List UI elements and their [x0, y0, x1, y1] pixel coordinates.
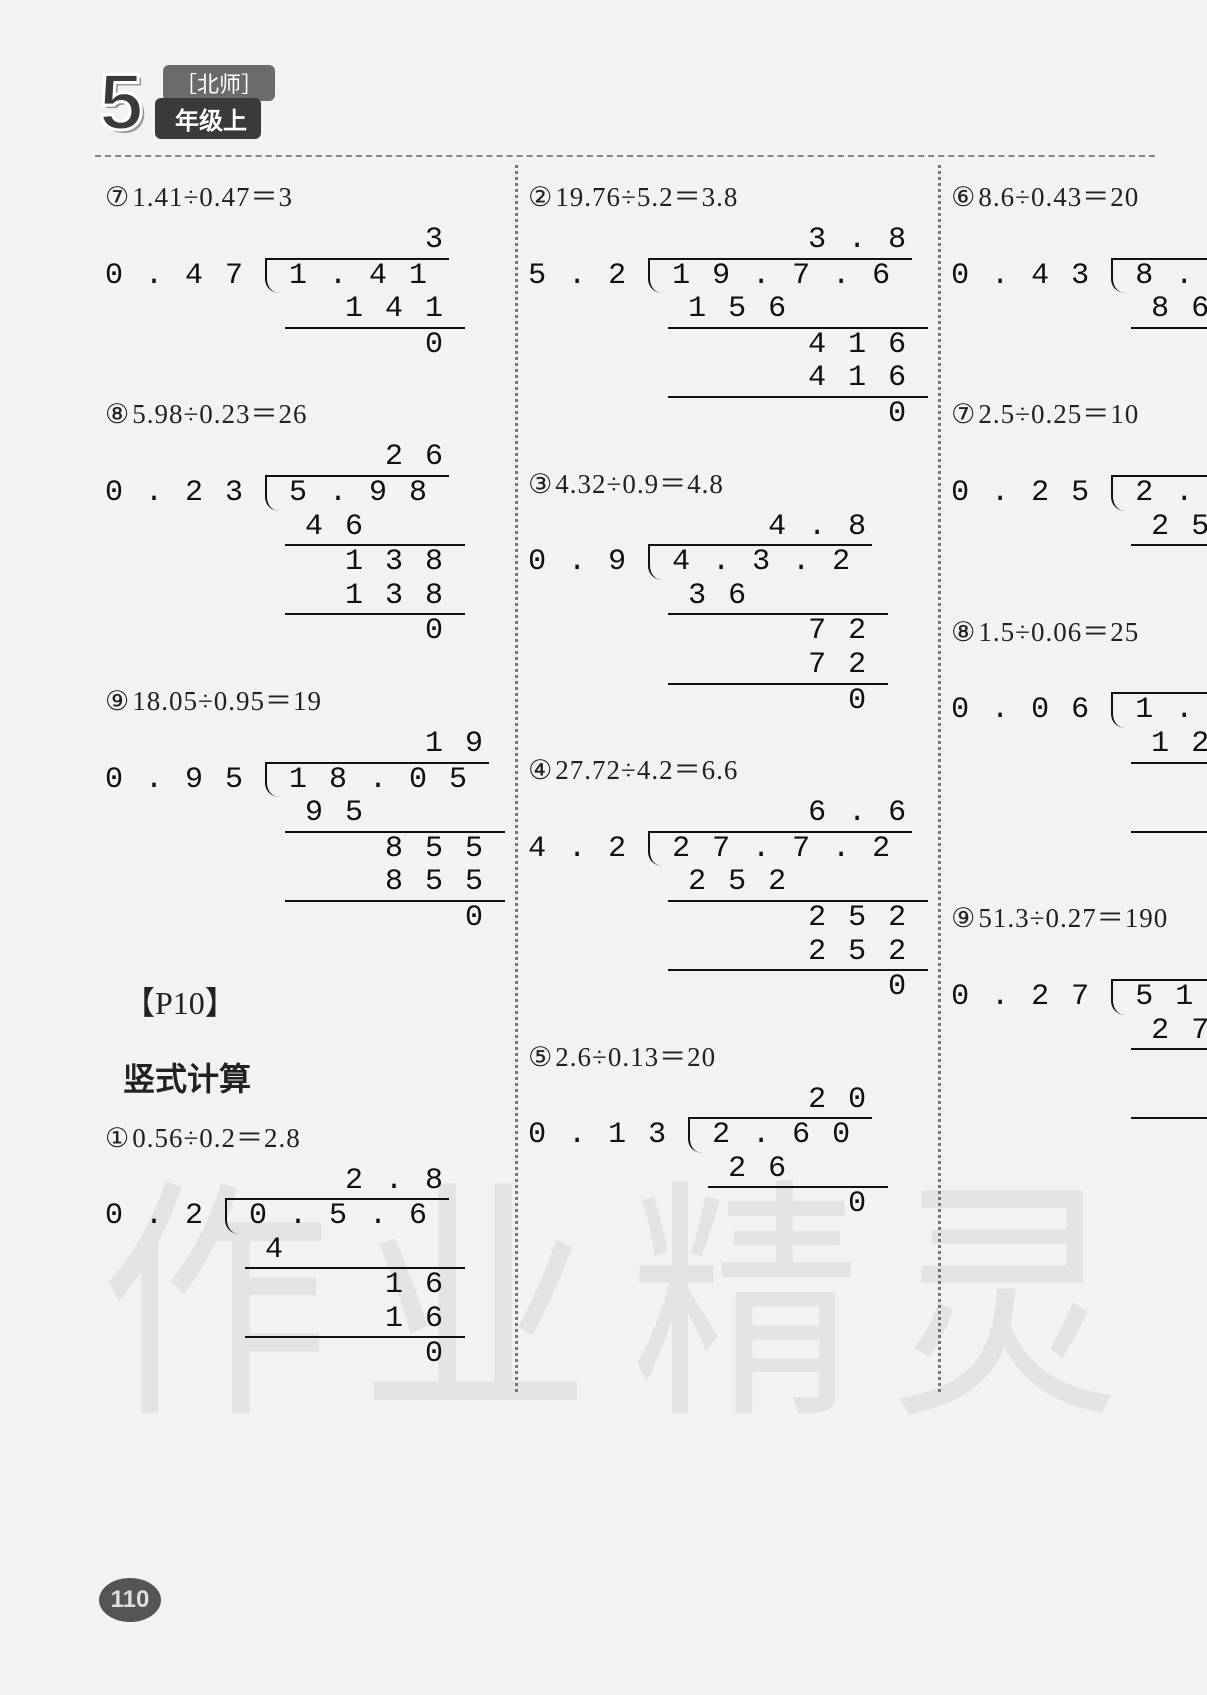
p10-heading: 【P10】	[123, 978, 505, 1024]
equation: ②19.76÷5.2＝3.8	[528, 175, 928, 214]
long-division: 2 60 . 2 3 5 . 9 8 4 6 1 3 8 1 3 8 0	[105, 441, 465, 649]
equation: ③4.32÷0.9＝4.8	[528, 462, 928, 501]
long-division: 4 . 80 . 9 4 . 3 . 2 3 6 7 2 7 2 0	[528, 511, 888, 719]
problem-marker: ⑧	[951, 617, 976, 648]
long-division: 6 . 64 . 2 2 7 . 7 . 2 2 5 2 2 5 2 2 5 2…	[528, 797, 928, 1005]
problem-marker: ②	[528, 182, 553, 213]
equation: ⑦1.41÷0.47＝3	[105, 175, 505, 214]
problem-marker: ⑥	[951, 182, 976, 213]
long-division: 1 9 00 . 2 7 5 1 . 3 0 2 7 2 4 3 2 4 3 0	[951, 945, 1207, 1153]
column-1: ⑦1.41÷0.47＝3 30 . 4 7 1 . 4 1 1 4 1 0 ⑧5…	[95, 165, 515, 1392]
problem-marker: ⑨	[951, 903, 976, 934]
equation: ⑨18.05÷0.95＝19	[105, 679, 505, 718]
long-division: 2 00 . 1 3 2 . 6 0 2 6 0	[528, 1084, 888, 1222]
long-division: 1 00 . 2 5 2 . 5 0 2 5 0	[951, 441, 1207, 579]
problem-marker: ⑨	[105, 686, 130, 717]
equation: ①0.56÷0.2＝2.8	[105, 1116, 505, 1155]
long-division: 2 00 . 4 3 8 . 6 0 8 6 0	[951, 224, 1207, 362]
badge-grade: 年级上	[155, 98, 261, 139]
problem-marker: ①	[105, 1123, 130, 1154]
badge-publisher: ［北师］	[163, 65, 275, 101]
grade-badge: 5 ［北师］ 年级上	[95, 60, 305, 145]
problem-marker: ⑧	[105, 399, 130, 430]
long-division: 2 50 . 0 6 1 . 5 0 1 2 3 0 3 0 0	[951, 659, 1207, 867]
problem-marker: ⑦	[105, 182, 130, 213]
long-division: 1 90 . 9 5 1 8 . 0 5 9 5 8 5 5 8 5 5 0	[105, 728, 505, 936]
equation: ⑧1.5÷0.06＝25	[951, 610, 1207, 649]
badge-number: 5	[99, 56, 144, 148]
column-3: ⑥8.6÷0.43＝20 2 00 . 4 3 8 . 6 0 8 6 0 ⑦2…	[938, 165, 1207, 1392]
problem-marker: ③	[528, 469, 553, 500]
equation: ⑦2.5÷0.25＝10	[951, 392, 1207, 431]
vertical-calc-title: 竖式计算	[123, 1054, 505, 1100]
header-divider	[95, 155, 1155, 157]
columns: ⑦1.41÷0.47＝3 30 . 4 7 1 . 4 1 1 4 1 0 ⑧5…	[95, 165, 1155, 1392]
equation: ⑤2.6÷0.13＝20	[528, 1035, 928, 1074]
long-division: 2 . 80 . 2 0 . 5 . 6 4 1 6 1 6 0	[105, 1165, 465, 1373]
equation: ⑥8.6÷0.43＝20	[951, 175, 1207, 214]
long-division: 30 . 4 7 1 . 4 1 1 4 1 0	[105, 224, 465, 362]
equation: ⑨51.3÷0.27＝190	[951, 896, 1207, 935]
equation: ⑧5.98÷0.23＝26	[105, 392, 505, 431]
problem-marker: ⑦	[951, 399, 976, 430]
page-number: 110	[99, 1578, 161, 1622]
long-division: 3 . 85 . 2 1 9 . 7 . 6 1 5 6 4 1 6 4 1 6…	[528, 224, 928, 432]
problem-marker: ⑤	[528, 1042, 553, 1073]
equation: ④27.72÷4.2＝6.6	[528, 748, 928, 787]
problem-marker: ④	[528, 755, 553, 786]
column-2: ②19.76÷5.2＝3.8 3 . 85 . 2 1 9 . 7 . 6 1 …	[515, 165, 938, 1392]
